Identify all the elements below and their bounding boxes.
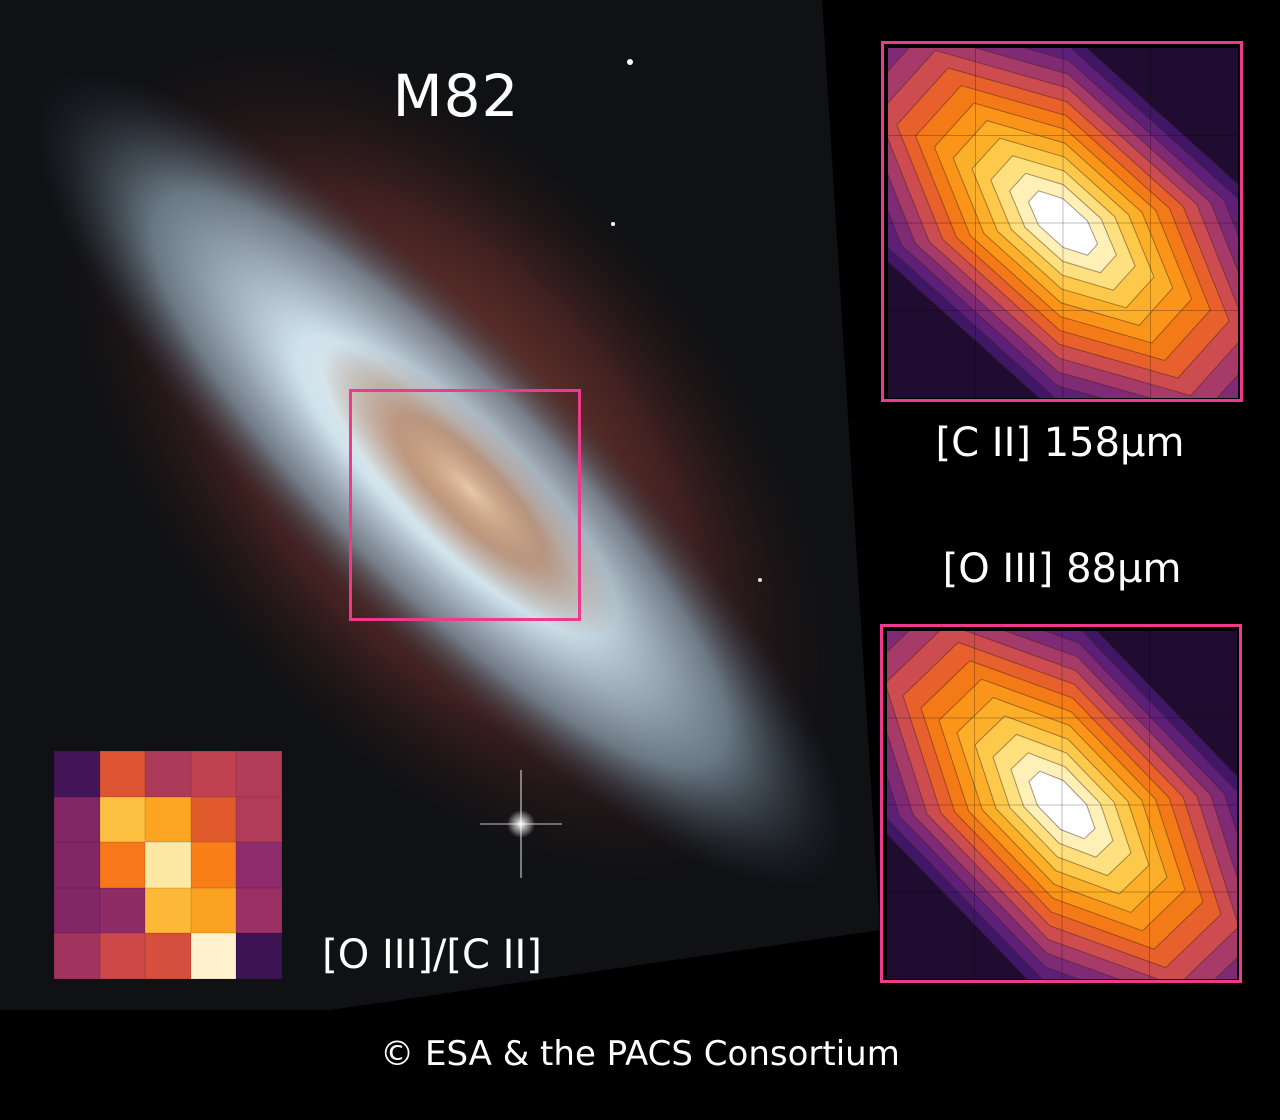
ratio-cell xyxy=(99,887,146,934)
ratio-cell xyxy=(145,887,191,934)
oiii-contours xyxy=(887,631,1237,979)
galaxy-title: M82 xyxy=(392,62,520,130)
star xyxy=(611,222,615,226)
cii-contour-map xyxy=(881,41,1243,402)
contour-level xyxy=(1028,770,1096,840)
ratio-label: [O III]/[C II] xyxy=(322,932,542,978)
ratio-cell xyxy=(190,933,237,979)
ratio-cell xyxy=(236,796,282,843)
ratio-cell xyxy=(236,933,282,979)
star xyxy=(627,59,633,65)
ratio-cell xyxy=(236,842,282,888)
ratio-cell xyxy=(99,842,146,888)
ratio-cell xyxy=(54,887,100,934)
ratio-cell xyxy=(54,751,100,797)
oiii-contour-map xyxy=(880,624,1242,983)
dust-lane xyxy=(322,342,618,638)
ratio-cell xyxy=(54,933,100,979)
ratio-cell xyxy=(99,751,146,797)
credit: © ESA & the PACS Consortium xyxy=(380,1034,900,1074)
ratio-cell xyxy=(145,842,191,888)
star xyxy=(758,578,762,582)
ratio-cell xyxy=(99,796,146,843)
cii-contours xyxy=(888,48,1238,398)
ratio-cell xyxy=(99,933,146,979)
oiii-label: [O III] 88μm xyxy=(942,546,1182,592)
ratio-cell xyxy=(190,751,237,797)
ratio-cell xyxy=(145,796,191,843)
ratio-cell xyxy=(54,842,100,888)
ratio-cell xyxy=(236,751,282,797)
ratio-cell xyxy=(145,751,191,797)
ratio-cell xyxy=(54,796,100,843)
zoom-region-box xyxy=(349,389,581,621)
cii-label: [C II] 158μm xyxy=(935,420,1185,466)
ratio-cell xyxy=(145,933,191,979)
ratio-cell xyxy=(190,842,237,888)
ratio-cell xyxy=(190,796,237,843)
contour-level xyxy=(1027,190,1099,256)
ratio-map xyxy=(54,751,282,979)
ratio-cell xyxy=(190,887,237,934)
ratio-cell xyxy=(236,887,282,934)
